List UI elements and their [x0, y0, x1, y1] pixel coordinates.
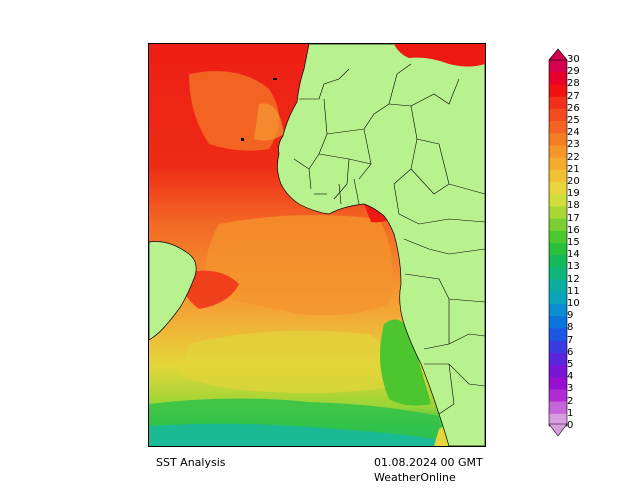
colorbar-tick-label: 17 — [567, 212, 580, 224]
colorbar-tick-label: 12 — [567, 273, 580, 285]
colorbar-cell — [549, 255, 567, 268]
colorbar-tick-label: 29 — [567, 66, 580, 78]
colorbar-cell — [549, 121, 567, 134]
colorbar-tick-label: 4 — [567, 371, 574, 383]
colorbar-cell — [549, 389, 567, 402]
colorbar-tick-label: 24 — [567, 127, 580, 139]
colorbar-tick-label: 14 — [567, 249, 580, 261]
colorbar-cell — [549, 230, 567, 244]
colorbar-tick-label: 28 — [567, 78, 580, 90]
colorbar-tick-label: 1 — [567, 407, 574, 419]
colorbar-cell — [549, 291, 567, 305]
colorbar-cell — [549, 60, 567, 73]
colorbar-cell — [549, 243, 567, 256]
mediterranean-sea — [394, 44, 485, 67]
colorbar-cell — [549, 328, 567, 341]
cape-verde-islands — [241, 138, 244, 141]
colorbar-cell — [549, 194, 567, 207]
colorbar-tick-label: 26 — [567, 102, 580, 114]
country-borders — [293, 63, 485, 415]
colorbar-cell — [549, 218, 567, 232]
colorbar-cell — [549, 145, 567, 158]
colorbar-cell — [549, 84, 567, 97]
sst-yellow-mid — [179, 330, 409, 393]
map-title: SST Analysis — [156, 456, 226, 469]
sst-map — [148, 43, 486, 447]
colorbar-tick-label: 21 — [567, 163, 580, 175]
sst-orange-equatorial — [205, 215, 393, 316]
colorbar-tick-label: 13 — [567, 261, 580, 273]
map-credit: WeatherOnline — [374, 471, 456, 484]
colorbar-cell — [549, 352, 567, 366]
sst-teal-south — [149, 423, 439, 446]
colorbar-tick-label: 16 — [567, 224, 580, 236]
sst-red-brazil-current — [179, 270, 239, 309]
canary-islands — [273, 78, 277, 80]
colorbar-tick-label: 27 — [567, 90, 580, 102]
colorbar-cell — [549, 206, 567, 219]
colorbar-tick-label: 10 — [567, 298, 580, 309]
colorbar-tick-label: 8 — [567, 322, 574, 334]
colorbar-tick-label: 2 — [567, 395, 574, 407]
colorbar-tick-label: 23 — [567, 139, 580, 151]
colorbar-cell — [549, 182, 567, 195]
colorbar-cell — [549, 279, 567, 293]
temperature-colorbar — [548, 48, 568, 437]
colorbar-tick-label: 20 — [567, 176, 580, 187]
colorbar-top-arrow — [548, 48, 568, 61]
colorbar-cell — [549, 108, 567, 122]
sst-orange-upwelling — [254, 103, 284, 141]
colorbar-tick-label: 9 — [567, 310, 574, 322]
colorbar-tick-label: 11 — [567, 285, 580, 297]
colorbar-tick-label: 19 — [567, 188, 580, 200]
map-timestamp: 01.08.2024 00 GMT — [374, 456, 483, 469]
colorbar-tick-label: 6 — [567, 346, 574, 358]
colorbar-cell — [549, 377, 567, 390]
colorbar-tick-label: 15 — [567, 237, 580, 248]
colorbar-tick-label: 22 — [567, 151, 580, 163]
colorbar-cell — [549, 157, 567, 171]
colorbar-tick-label: 25 — [567, 115, 580, 126]
colorbar-tick-label: 30 — [567, 54, 580, 65]
africa-landmass — [277, 44, 485, 446]
colorbar-cell — [549, 267, 567, 280]
colorbar-cell — [549, 96, 567, 110]
colorbar-cell — [549, 72, 567, 85]
colorbar-tick-label: 7 — [567, 334, 574, 346]
colorbar-tick-label: 5 — [567, 359, 574, 370]
colorbar-cell — [549, 401, 567, 415]
colorbar-cell — [549, 413, 567, 427]
colorbar-cell — [549, 316, 567, 329]
colorbar-cell — [549, 169, 567, 183]
colorbar-tick-label: 3 — [567, 383, 574, 395]
colorbar-tick-label: 0 — [567, 420, 574, 431]
colorbar-cell — [549, 133, 567, 146]
sst-green-benguela — [380, 319, 431, 406]
south-america-landmass — [149, 241, 197, 341]
colorbar-cell — [549, 340, 567, 354]
colorbar-cell — [549, 365, 567, 378]
colorbar-bottom-arrow — [548, 423, 568, 437]
colorbar-tick-label: 18 — [567, 200, 580, 212]
colorbar-cell — [549, 304, 567, 317]
